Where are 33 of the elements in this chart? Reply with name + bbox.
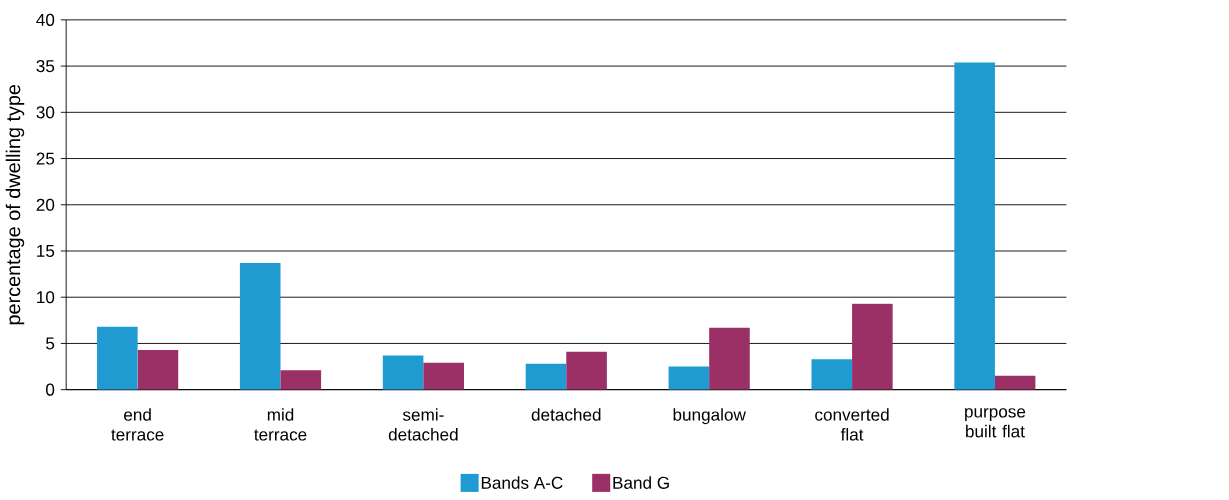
x-tick-label: purpose built flat xyxy=(965,408,1026,438)
bar xyxy=(423,363,464,390)
x-tick-label: end terrace xyxy=(111,408,164,441)
x-tick-label: detached xyxy=(531,408,601,421)
y-tick-label: 25 xyxy=(36,152,55,165)
y-tick-label: 30 xyxy=(36,106,55,119)
x-tick-label: converted flat xyxy=(815,408,889,441)
bar xyxy=(954,62,995,390)
legend-label: Bands A-C xyxy=(481,476,563,490)
y-tick-label: 35 xyxy=(36,60,55,73)
bar xyxy=(382,355,424,390)
bar xyxy=(566,351,607,390)
bar xyxy=(811,359,853,390)
x-tick-label: semi-detached xyxy=(388,408,458,441)
bar xyxy=(280,370,322,390)
bar xyxy=(525,363,567,390)
y-tick-label: 10 xyxy=(37,291,55,304)
bar xyxy=(97,326,138,390)
legend-label: Band G xyxy=(613,476,669,490)
x-tick-label: bungalow xyxy=(673,408,746,425)
bar xyxy=(709,327,750,390)
x-tick-label: mid terrace xyxy=(254,408,307,441)
y-tick-label: 0 xyxy=(46,383,55,396)
y-tick-label: 20 xyxy=(36,198,55,211)
bar xyxy=(994,375,1036,390)
bar xyxy=(852,303,893,390)
y-tick-label: 5 xyxy=(46,337,55,350)
y-tick-label: 40 xyxy=(36,13,55,27)
y-axis-title: percentage of dwelling type xyxy=(5,85,25,325)
bar xyxy=(239,263,281,390)
bar xyxy=(668,366,710,390)
y-tick-label: 15 xyxy=(37,245,55,258)
bar xyxy=(137,350,179,390)
